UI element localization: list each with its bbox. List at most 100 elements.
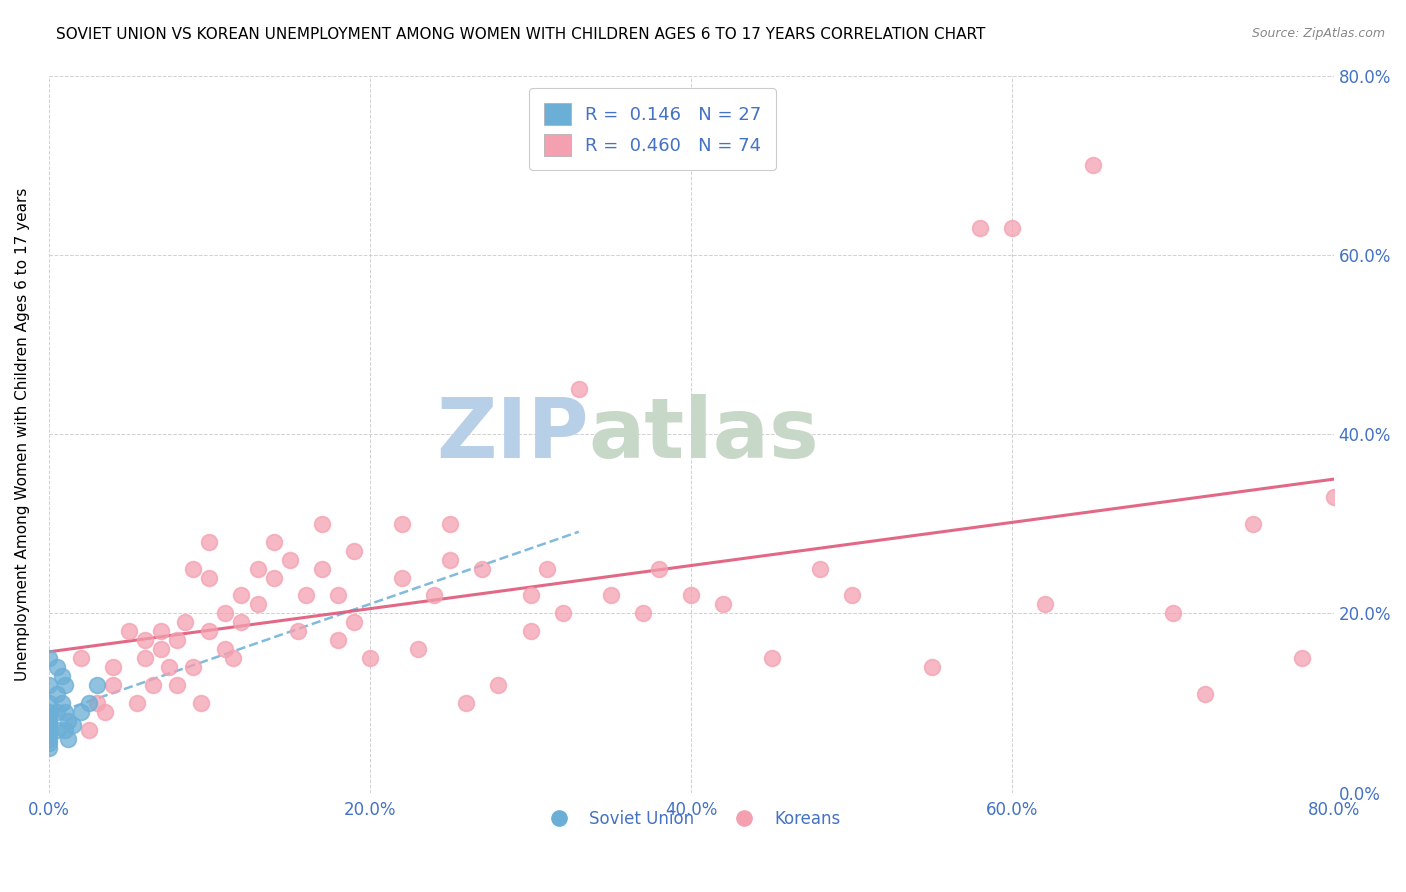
Point xyxy=(222,651,245,665)
Point xyxy=(150,642,173,657)
Point xyxy=(214,607,236,621)
Point xyxy=(53,705,76,719)
Text: SOVIET UNION VS KOREAN UNEMPLOYMENT AMONG WOMEN WITH CHILDREN AGES 6 TO 17 YEARS: SOVIET UNION VS KOREAN UNEMPLOYMENT AMON… xyxy=(56,27,986,42)
Point xyxy=(599,589,621,603)
Point xyxy=(45,723,67,737)
Point xyxy=(231,615,253,630)
Point xyxy=(166,678,188,692)
Point xyxy=(231,589,253,603)
Text: Source: ZipAtlas.com: Source: ZipAtlas.com xyxy=(1251,27,1385,40)
Point xyxy=(1194,687,1216,701)
Point xyxy=(142,678,165,692)
Point xyxy=(439,516,461,531)
Point xyxy=(1081,158,1104,172)
Point xyxy=(326,589,349,603)
Point xyxy=(263,534,285,549)
Point xyxy=(519,624,541,639)
Point xyxy=(38,731,60,746)
Point xyxy=(94,705,117,719)
Point xyxy=(841,589,863,603)
Point xyxy=(1241,516,1264,531)
Point xyxy=(101,660,124,674)
Point xyxy=(631,607,654,621)
Point xyxy=(198,534,221,549)
Point xyxy=(391,570,413,584)
Point xyxy=(536,561,558,575)
Point xyxy=(53,678,76,692)
Point xyxy=(101,678,124,692)
Point xyxy=(56,714,79,728)
Point xyxy=(406,642,429,657)
Point xyxy=(127,696,149,710)
Point xyxy=(761,651,783,665)
Point xyxy=(214,642,236,657)
Point xyxy=(1001,221,1024,235)
Point xyxy=(38,736,60,750)
Point xyxy=(359,651,381,665)
Point xyxy=(1323,490,1346,504)
Point xyxy=(568,382,591,396)
Point xyxy=(45,705,67,719)
Point xyxy=(921,660,943,674)
Point xyxy=(969,221,991,235)
Point xyxy=(181,660,204,674)
Point xyxy=(38,678,60,692)
Point xyxy=(648,561,671,575)
Point xyxy=(51,696,73,710)
Point xyxy=(1161,607,1184,621)
Point xyxy=(1291,651,1313,665)
Text: atlas: atlas xyxy=(588,393,820,475)
Point xyxy=(157,660,180,674)
Point xyxy=(423,589,446,603)
Point xyxy=(519,589,541,603)
Text: ZIP: ZIP xyxy=(436,393,588,475)
Point xyxy=(439,552,461,566)
Point xyxy=(198,624,221,639)
Point xyxy=(681,589,703,603)
Point xyxy=(311,561,333,575)
Point xyxy=(246,561,269,575)
Legend: Soviet Union, Koreans: Soviet Union, Koreans xyxy=(536,803,846,835)
Point xyxy=(808,561,831,575)
Point xyxy=(198,570,221,584)
Point xyxy=(294,589,316,603)
Point xyxy=(287,624,309,639)
Point xyxy=(326,633,349,648)
Point xyxy=(86,678,108,692)
Point xyxy=(343,615,366,630)
Point xyxy=(38,718,60,732)
Point xyxy=(166,633,188,648)
Point xyxy=(551,607,574,621)
Point xyxy=(38,740,60,755)
Point xyxy=(77,696,100,710)
Point xyxy=(471,561,494,575)
Point xyxy=(86,696,108,710)
Point xyxy=(70,651,93,665)
Point xyxy=(70,705,93,719)
Point xyxy=(343,543,366,558)
Point xyxy=(311,516,333,531)
Point xyxy=(488,678,510,692)
Point xyxy=(53,723,76,737)
Point xyxy=(391,516,413,531)
Point xyxy=(38,723,60,737)
Point xyxy=(190,696,212,710)
Point xyxy=(118,624,141,639)
Point xyxy=(38,705,60,719)
Point xyxy=(456,696,478,710)
Point xyxy=(38,714,60,728)
Point xyxy=(38,696,60,710)
Point xyxy=(150,624,173,639)
Point xyxy=(1033,598,1056,612)
Point xyxy=(56,731,79,746)
Point xyxy=(174,615,197,630)
Point xyxy=(62,718,84,732)
Point xyxy=(45,687,67,701)
Point xyxy=(77,723,100,737)
Point xyxy=(134,651,156,665)
Point xyxy=(38,727,60,741)
Point xyxy=(45,660,67,674)
Point xyxy=(51,669,73,683)
Point xyxy=(278,552,301,566)
Point xyxy=(263,570,285,584)
